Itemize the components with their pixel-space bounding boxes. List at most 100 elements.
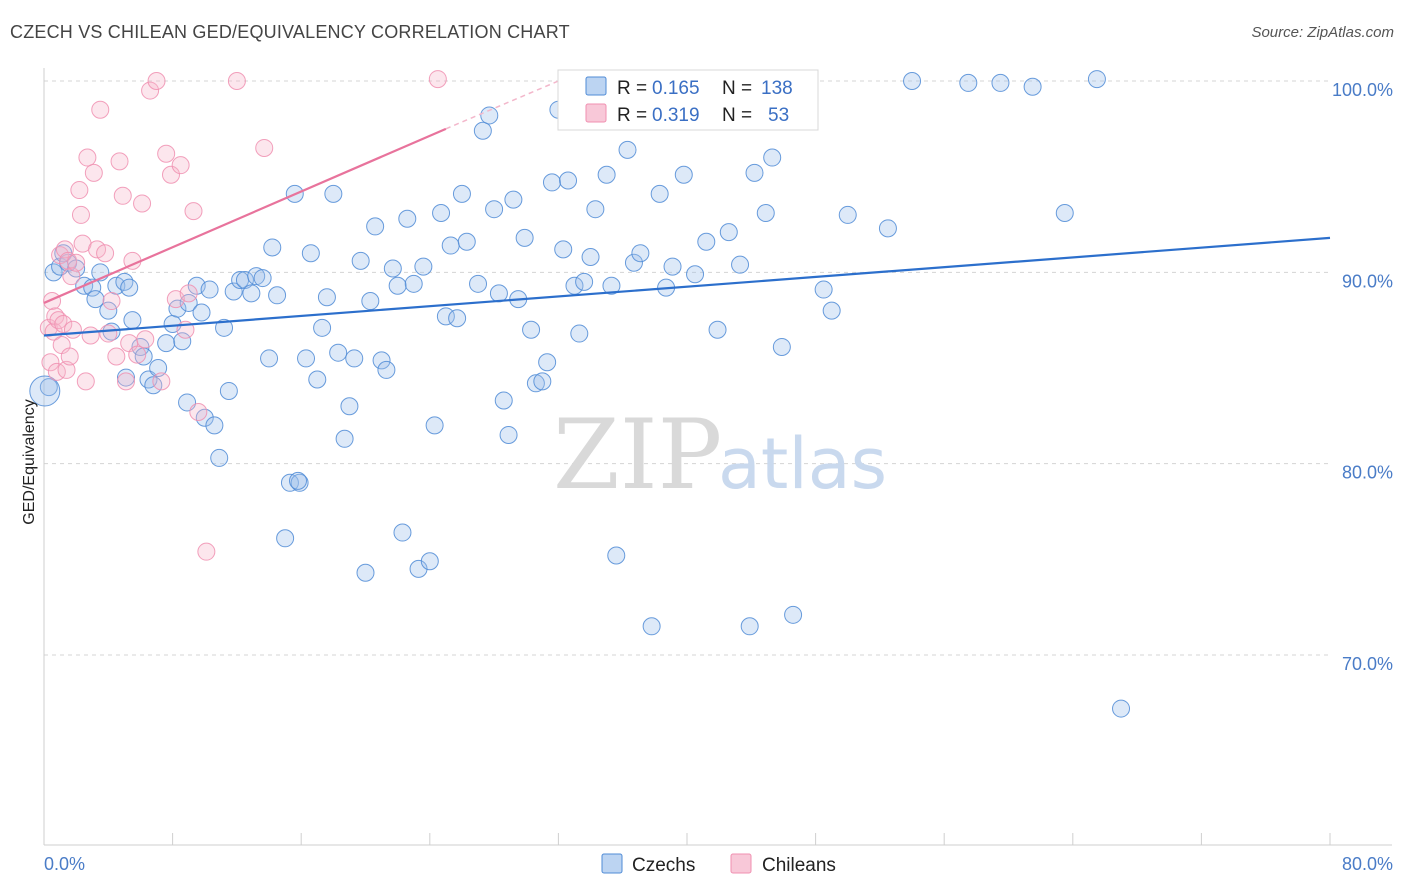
chileans-point-23 [84,163,103,182]
czechs-point-47 [297,349,316,368]
y-tick-label-2: 90.0% [1342,271,1393,291]
czechs-point-72 [432,204,451,223]
czechs-point-51 [317,288,336,307]
czechs-point-20 [157,334,176,353]
czechs-point-7 [86,290,105,309]
czechs-point-133 [1087,70,1106,89]
czechs-point-97 [570,324,589,343]
czechs-point-111 [674,165,693,184]
trendlines [43,80,1331,337]
czechs-point-30 [205,416,224,435]
czechs-point-129 [959,73,978,92]
czechs-point-23 [173,332,192,351]
czechs-point-70 [420,552,439,571]
legend-r-chileans: 0.319 [652,105,700,126]
y-axis-ticks: 70.0% 80.0% 90.0% 100.0% [1332,80,1393,674]
czechs-point-124 [814,280,833,299]
czechs-point-53 [329,343,348,362]
czechs-point-112 [686,265,705,284]
czechs-point-81 [485,200,504,219]
czechs-point-91 [538,353,557,372]
x-axis-ticks: 0.0% 80.0% [44,854,1393,874]
czechs-point-79 [473,121,492,140]
czechs-point-125 [822,301,841,320]
czechs-point-134 [1112,699,1131,718]
y-axis-label: GED/Equivalency [21,399,38,524]
czechs-point-87 [515,228,534,247]
czechs-point-127 [878,219,897,238]
czechs-point-65 [393,523,412,542]
chileans-point-48 [189,403,208,422]
chileans-point-1 [41,353,60,372]
chileans-point-49 [197,542,216,561]
czechs-point-13 [120,278,139,297]
bottom-legend: Czechs Chileans [601,853,836,876]
x-tick-label-0: 0.0% [44,854,85,874]
czechs-point-41 [263,238,282,257]
czechs-point-60 [366,217,385,236]
czechs-point-63 [383,259,402,278]
czechs-point-40 [260,349,279,368]
x-tick-label-1: 80.0% [1342,854,1393,874]
chileans-point-21 [78,148,97,167]
source-label: Source: ZipAtlas.com [1251,24,1394,41]
czechs-point-large [29,375,61,407]
czechs-point-108 [650,184,669,203]
czechs-point-104 [618,140,637,159]
czechs-point-59 [361,292,380,311]
czechs-point-32 [215,318,234,337]
czechs-point-98 [575,272,594,291]
czechs-point-84 [499,425,518,444]
czechs-point-55 [340,397,359,416]
czechs-point-73 [436,307,455,326]
legend-n-label-czechs: N = [722,78,752,99]
legend-n-chileans: 53 [768,105,789,126]
chileans-point-25 [91,100,110,119]
czechs-point-29 [200,280,219,299]
czechs-point-136 [116,368,135,387]
legend-r-label-chileans: R = [617,105,647,126]
trendline-czechs [43,236,1331,337]
czechs-point-131 [1023,77,1042,96]
czechs-point-66 [398,209,417,228]
czechs-point-61 [372,351,391,370]
trendline-chileans [43,127,447,304]
legend-r-label-czechs: R = [617,78,647,99]
czechs-point-34 [224,282,243,301]
chileans-point-11 [57,360,76,379]
chileans-point-47 [184,202,203,221]
czechs-point-33 [219,381,238,400]
chileans-point-15 [63,320,82,339]
chileans-point-38 [141,81,160,100]
czechs-point-116 [731,255,750,274]
czechs-point-120 [763,148,782,167]
czechs-point-67 [404,274,423,293]
legend-swatch-czechs [585,76,607,96]
chileans-point-51 [255,138,274,157]
czechs-point-38 [247,267,266,286]
bottom-legend-czechs: Czechs [632,855,695,876]
czechs-point-74 [441,236,460,255]
czechs-point-89 [526,374,545,393]
chileans-point-22 [81,326,100,345]
czechs-point-121 [772,337,791,356]
czechs-point-95 [559,171,578,190]
chileans-point-13 [60,347,79,366]
czechs-point-122 [784,605,803,624]
chileans-point-30 [110,152,129,171]
chileans-point-39 [147,72,166,90]
chileans-point-14 [62,267,81,286]
czechs-point-82 [489,284,508,303]
chileans-point-18 [71,205,90,224]
czechs-point-19 [149,359,168,377]
bottom-legend-swatch-czechs [601,853,623,874]
czechs-point-83 [494,391,513,410]
chileans-point-9 [54,314,73,333]
bottom-legend-chileans: Chileans [762,855,836,876]
czechs-point-31 [210,448,229,467]
czechs-point-100 [586,200,605,219]
czechs-point-9 [99,301,118,320]
czechs-point-57 [351,251,370,270]
czechs-point-132 [1055,204,1074,223]
czechs-point-78 [469,274,488,293]
